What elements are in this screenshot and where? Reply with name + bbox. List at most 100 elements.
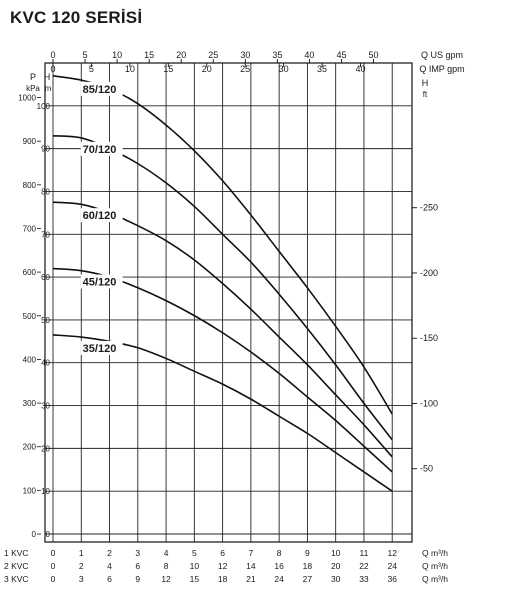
ft-axis-label: H [422, 78, 429, 88]
bottom-tick-label: 16 [274, 561, 284, 571]
ft-tick-label: -100 [420, 398, 438, 408]
series-label-bg [80, 274, 123, 289]
h-m-tick-label: 100 [37, 102, 51, 111]
bottom-tick-label: 33 [359, 574, 369, 584]
bottom-tick-label: 0 [51, 574, 56, 584]
bottom-tick-label: 5 [192, 548, 197, 558]
kpa-tick-label: 900 [23, 137, 37, 146]
bottom-tick-label: 4 [164, 548, 169, 558]
h-m-tick-label: 40 [41, 359, 50, 368]
top-us-tick-label: 20 [176, 50, 186, 60]
top-us-tick-label: 25 [208, 50, 218, 60]
top-us-tick-label: 40 [304, 50, 314, 60]
top-us-tick-label: 50 [369, 50, 379, 60]
bottom-tick-label: 6 [107, 574, 112, 584]
bottom-tick-label: 22 [359, 561, 369, 571]
top-us-tick-label: 35 [272, 50, 282, 60]
h-m-tick-label: 80 [41, 187, 50, 196]
bottom-tick-label: 12 [218, 561, 228, 571]
top-imp-tick-label: 20 [202, 64, 212, 74]
h-m-tick-label: 20 [41, 444, 50, 453]
h-m-tick-label: 60 [41, 273, 50, 282]
ft-tick-label: -50 [420, 464, 433, 474]
bottom-tick-label: 8 [164, 561, 169, 571]
top-imp-tick-label: 35 [317, 64, 327, 74]
ft-axis-unit: ft [423, 90, 428, 99]
bottom-tick-label: 1 [79, 548, 84, 558]
series-label-bg [80, 340, 123, 355]
top-us-axis-label: Q US gpm [421, 50, 463, 60]
bottom-tick-label: 0 [51, 548, 56, 558]
h-m-tick-label: 30 [41, 402, 50, 411]
series-label: 85/120 [83, 84, 117, 96]
bottom-axis-name: 3 KVC [4, 574, 29, 584]
top-imp-tick-label: 25 [240, 64, 250, 74]
kpa-tick-label: 300 [23, 399, 37, 408]
series-label-bg [80, 208, 123, 223]
axes [37, 59, 417, 535]
top-imp-axis-label: Q IMP gpm [419, 64, 464, 74]
series-label: 60/120 [83, 210, 117, 222]
bottom-tick-label: 0 [51, 561, 56, 571]
bottom-tick-label: 8 [277, 548, 282, 558]
top-imp-tick-label: 15 [163, 64, 173, 74]
bottom-tick-label: 3 [135, 548, 140, 558]
bottom-axis-name: 2 KVC [4, 561, 29, 571]
h-m-tick-label: 50 [41, 316, 50, 325]
bottom-tick-label: 24 [387, 561, 397, 571]
kpa-tick-label: 800 [23, 181, 37, 190]
bottom-tick-label: 27 [303, 574, 313, 584]
bottom-tick-label: 18 [303, 561, 313, 571]
top-imp-tick-label: 30 [279, 64, 289, 74]
ft-tick-label: -200 [420, 268, 438, 278]
bottom-tick-label: 2 [107, 548, 112, 558]
top-imp-tick-label: 40 [355, 64, 365, 74]
kpa-tick-label: 1000 [18, 94, 36, 103]
bottom-tick-label: 12 [161, 574, 171, 584]
series-label: 35/120 [83, 343, 117, 355]
bottom-tick-label: 18 [218, 574, 228, 584]
top-us-tick-label: 45 [336, 50, 346, 60]
h-m-tick-label: 70 [41, 230, 50, 239]
kpa-tick-label: 500 [23, 312, 37, 321]
h-m-tick-label: 10 [41, 487, 50, 496]
bottom-tick-label: 4 [107, 561, 112, 571]
bottom-tick-label: 3 [79, 574, 84, 584]
bottom-tick-label: 6 [220, 548, 225, 558]
kpa-tick-label: 200 [23, 443, 37, 452]
top-imp-tick-label: 5 [89, 64, 94, 74]
bottom-axis-name: 1 KVC [4, 548, 29, 558]
top-us-tick-label: 30 [240, 50, 250, 60]
top-us-tick-label: 5 [83, 50, 88, 60]
grid [45, 63, 412, 542]
bottom-tick-label: 21 [246, 574, 256, 584]
bottom-tick-label: 24 [274, 574, 284, 584]
h-m-axis-unit: m [45, 84, 52, 93]
bottom-tick-label: 10 [190, 561, 200, 571]
bottom-tick-label: 6 [135, 561, 140, 571]
top-us-tick-label: 10 [112, 50, 122, 60]
series-label: 45/120 [83, 277, 117, 289]
chart-title: KVC 120 SERİSİ [10, 8, 143, 27]
series-label: 70/120 [83, 144, 117, 156]
top-imp-tick-label: 0 [50, 64, 55, 74]
bottom-tick-label: 9 [135, 574, 140, 584]
bottom-tick-label: 9 [305, 548, 310, 558]
ft-tick-label: -250 [420, 203, 438, 213]
series-label-bg [80, 141, 123, 156]
kpa-tick-label: 700 [23, 224, 37, 233]
bottom-tick-label: 11 [360, 548, 369, 558]
bottom-tick-label: 14 [246, 561, 256, 571]
series-label-bg [80, 81, 123, 96]
bottom-tick-label: 30 [331, 574, 341, 584]
bottom-tick-label: 7 [249, 548, 254, 558]
bottom-tick-label: 12 [387, 548, 397, 558]
h-m-axis-label: H [44, 72, 51, 82]
kpa-axis-unit: kPa [26, 84, 40, 93]
bottom-axis-unit: Q m³/h [422, 574, 448, 584]
h-m-tick-label: 90 [41, 145, 50, 154]
plot-frame [44, 62, 413, 543]
ft-tick-label: -150 [420, 333, 438, 343]
